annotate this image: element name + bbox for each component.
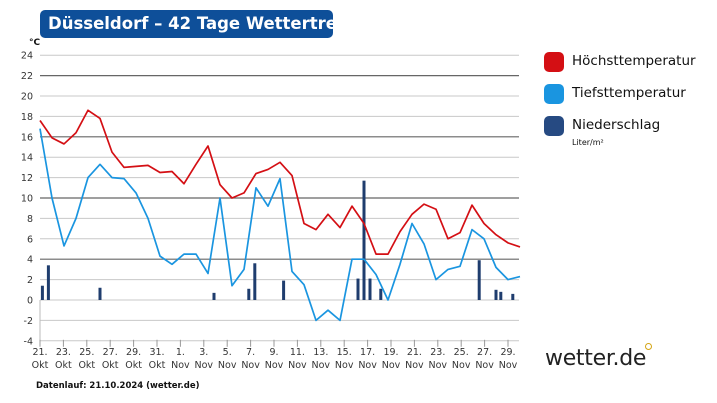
x-tick-label-day: 23. bbox=[430, 347, 445, 358]
x-tick-label-day: 7. bbox=[246, 347, 255, 358]
legend-swatch-max bbox=[544, 52, 564, 72]
y-tick-label: 2 bbox=[27, 275, 33, 286]
series-line-min-temperature bbox=[39, 128, 521, 322]
x-tick-label-month: Okt bbox=[78, 360, 95, 371]
precipitation-bar bbox=[212, 292, 216, 300]
legend-swatch-precip bbox=[544, 116, 564, 136]
precipitation-bar bbox=[477, 260, 481, 300]
y-tick-label: 4 bbox=[27, 255, 33, 266]
legend-label-min: Tiefsttemperatur bbox=[572, 85, 686, 101]
y-tick-label: 14 bbox=[21, 153, 33, 164]
y-tick-label: 24 bbox=[21, 51, 33, 62]
x-tick-label-day: 17. bbox=[360, 347, 375, 358]
precipitation-bar bbox=[282, 280, 286, 300]
x-tick-label-month: Nov bbox=[241, 360, 260, 371]
x-tick-label-day: 25. bbox=[79, 347, 94, 358]
x-tick-label-day: 15. bbox=[337, 347, 352, 358]
x-tick-label-day: 5. bbox=[223, 347, 232, 358]
wetter-de-logo: wetter.de bbox=[545, 346, 647, 371]
logo-dot-icon bbox=[645, 343, 652, 350]
x-tick-label-month: Okt bbox=[55, 360, 72, 371]
data-run-footer: Datenlauf: 21.10.2024 (wetter.de) bbox=[36, 381, 200, 391]
x-tick-label-day: 11. bbox=[290, 347, 305, 358]
x-tick-label-month: Okt bbox=[125, 360, 142, 371]
x-tick-label-day: 1. bbox=[176, 347, 185, 358]
x-tick-label-month: Nov bbox=[499, 360, 518, 371]
y-tick-label: 0 bbox=[27, 296, 33, 307]
precipitation-bar bbox=[379, 288, 383, 300]
y-tick-label: 16 bbox=[21, 132, 33, 143]
precipitation-bar bbox=[494, 289, 498, 300]
precipitation-bar bbox=[511, 293, 515, 300]
y-tick-label: 8 bbox=[27, 214, 33, 225]
x-tick-label-month: Nov bbox=[452, 360, 471, 371]
x-tick-label-day: 29. bbox=[500, 347, 515, 358]
x-tick-label-day: 19. bbox=[383, 347, 398, 358]
legend-swatch-min bbox=[544, 84, 564, 104]
precipitation-bar bbox=[362, 180, 366, 300]
precipitation-bar bbox=[368, 278, 372, 300]
x-tick-label-month: Nov bbox=[312, 360, 331, 371]
x-tick-label-month: Okt bbox=[102, 360, 119, 371]
legend-label-max: Höchsttemperatur bbox=[572, 53, 696, 69]
y-tick-label: 12 bbox=[21, 173, 33, 184]
x-tick-label-day: 13. bbox=[313, 347, 328, 358]
precipitation-bar bbox=[356, 278, 360, 300]
precipitation-bar bbox=[98, 287, 102, 300]
x-tick-label-month: Nov bbox=[382, 360, 401, 371]
x-tick-label-month: Nov bbox=[218, 360, 237, 371]
x-tick-label-day: 27. bbox=[477, 347, 492, 358]
precipitation-bar bbox=[253, 263, 257, 300]
x-tick-label-day: 29. bbox=[126, 347, 141, 358]
precipitation-bar bbox=[499, 291, 503, 300]
x-tick-label-day: 27. bbox=[103, 347, 118, 358]
x-tick-label-month: Okt bbox=[32, 360, 49, 371]
precipitation-bar bbox=[40, 285, 44, 300]
y-tick-label: 18 bbox=[21, 112, 33, 123]
y-tick-label: 10 bbox=[21, 194, 33, 205]
x-tick-label-month: Nov bbox=[429, 360, 448, 371]
x-tick-label-day: 21. bbox=[407, 347, 422, 358]
x-tick-label-month: Nov bbox=[288, 360, 307, 371]
legend-label-precip: Niederschlag bbox=[572, 117, 661, 133]
x-tick-label-day: 25. bbox=[454, 347, 469, 358]
x-tick-label-month: Nov bbox=[335, 360, 354, 371]
x-tick-label-month: Nov bbox=[171, 360, 190, 371]
x-tick-label-month: Nov bbox=[358, 360, 377, 371]
x-tick-label-month: Nov bbox=[195, 360, 214, 371]
x-tick-label-day: 21. bbox=[32, 347, 47, 358]
x-tick-label-day: 23. bbox=[56, 347, 71, 358]
x-tick-label-month: Okt bbox=[149, 360, 166, 371]
x-tick-label-day: 9. bbox=[269, 347, 278, 358]
precipitation-bar bbox=[247, 288, 251, 300]
chart-title: Düsseldorf – 42 Tage Wettertrend bbox=[40, 10, 361, 38]
series-line-max-temperature bbox=[39, 109, 521, 255]
y-tick-label: -4 bbox=[24, 336, 33, 347]
y-tick-label: 20 bbox=[21, 92, 33, 103]
y-axis-unit: °C bbox=[29, 38, 41, 48]
legend-precip-unit: Liter/m² bbox=[572, 138, 604, 147]
y-tick-label: -2 bbox=[24, 316, 33, 327]
x-tick-label-day: 31. bbox=[149, 347, 164, 358]
x-tick-label-day: 3. bbox=[199, 347, 208, 358]
x-tick-label-month: Nov bbox=[405, 360, 424, 371]
x-tick-label-month: Nov bbox=[265, 360, 284, 371]
y-tick-label: 6 bbox=[27, 234, 33, 245]
x-tick-label-month: Nov bbox=[475, 360, 494, 371]
y-tick-label: 22 bbox=[21, 71, 33, 82]
precipitation-bar bbox=[46, 265, 50, 300]
